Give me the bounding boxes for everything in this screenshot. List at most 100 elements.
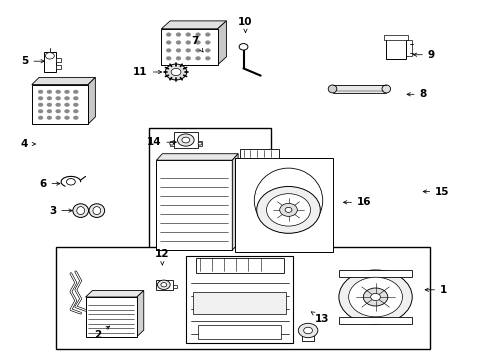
- Text: 10: 10: [238, 17, 252, 32]
- Circle shape: [256, 186, 320, 233]
- Circle shape: [176, 57, 181, 60]
- Text: 3: 3: [49, 206, 72, 216]
- Bar: [172, 285, 176, 288]
- Bar: [85, 297, 137, 337]
- Text: 8: 8: [406, 89, 426, 99]
- Circle shape: [161, 283, 166, 287]
- Bar: [155, 280, 172, 290]
- Circle shape: [195, 49, 200, 52]
- Circle shape: [370, 293, 380, 301]
- Bar: [173, 132, 198, 148]
- Circle shape: [177, 134, 194, 146]
- Circle shape: [66, 179, 75, 185]
- Circle shape: [166, 33, 171, 36]
- Bar: [302, 332, 314, 341]
- Circle shape: [205, 33, 210, 36]
- Polygon shape: [137, 291, 143, 337]
- Ellipse shape: [89, 204, 104, 217]
- Circle shape: [185, 57, 190, 60]
- Circle shape: [239, 44, 247, 50]
- Circle shape: [38, 90, 43, 94]
- Circle shape: [64, 116, 69, 120]
- Circle shape: [64, 109, 69, 113]
- Circle shape: [338, 270, 411, 324]
- Circle shape: [38, 116, 43, 120]
- Circle shape: [73, 90, 78, 94]
- Bar: [195, 258, 283, 273]
- Bar: [185, 256, 293, 343]
- Circle shape: [56, 116, 61, 120]
- Ellipse shape: [93, 207, 101, 215]
- Bar: [156, 160, 232, 250]
- Text: 6: 6: [39, 179, 60, 189]
- Bar: [198, 325, 281, 339]
- Ellipse shape: [73, 204, 88, 217]
- Circle shape: [47, 90, 52, 94]
- Bar: [32, 85, 88, 124]
- Circle shape: [363, 288, 387, 306]
- Bar: [193, 292, 285, 314]
- Circle shape: [47, 103, 52, 107]
- Circle shape: [166, 57, 171, 60]
- Circle shape: [195, 41, 200, 44]
- Text: 11: 11: [133, 67, 162, 77]
- Text: 16: 16: [343, 197, 371, 207]
- Polygon shape: [156, 154, 238, 160]
- Circle shape: [205, 41, 210, 44]
- Text: 13: 13: [310, 312, 328, 324]
- Circle shape: [166, 41, 171, 44]
- Text: 15: 15: [422, 186, 449, 197]
- Circle shape: [205, 57, 210, 60]
- Bar: [169, 141, 173, 146]
- Circle shape: [169, 142, 173, 145]
- Ellipse shape: [381, 85, 390, 93]
- Bar: [338, 270, 411, 277]
- Circle shape: [56, 90, 61, 94]
- Circle shape: [47, 109, 52, 113]
- Circle shape: [47, 116, 52, 120]
- Polygon shape: [232, 154, 238, 250]
- Circle shape: [303, 327, 312, 334]
- Circle shape: [195, 33, 200, 36]
- Circle shape: [176, 33, 181, 36]
- Bar: [56, 247, 429, 349]
- Polygon shape: [161, 21, 226, 29]
- Circle shape: [73, 109, 78, 113]
- Circle shape: [56, 96, 61, 100]
- Circle shape: [266, 194, 310, 226]
- Circle shape: [185, 41, 190, 44]
- Circle shape: [38, 96, 43, 100]
- Circle shape: [205, 49, 210, 52]
- Text: 1: 1: [424, 285, 447, 295]
- Bar: [149, 128, 271, 257]
- Circle shape: [198, 142, 202, 145]
- Circle shape: [176, 49, 181, 52]
- Circle shape: [171, 68, 181, 76]
- Bar: [332, 85, 386, 93]
- Circle shape: [73, 96, 78, 100]
- Circle shape: [64, 103, 69, 107]
- Text: 4: 4: [21, 139, 36, 149]
- Circle shape: [38, 109, 43, 113]
- Circle shape: [166, 49, 171, 52]
- Bar: [198, 141, 202, 146]
- Circle shape: [285, 207, 291, 212]
- Circle shape: [176, 41, 181, 44]
- Circle shape: [64, 96, 69, 100]
- Circle shape: [38, 103, 43, 107]
- Circle shape: [157, 280, 170, 289]
- Circle shape: [279, 203, 297, 216]
- Bar: [56, 58, 61, 62]
- Circle shape: [195, 57, 200, 60]
- Circle shape: [45, 53, 54, 59]
- Circle shape: [73, 103, 78, 107]
- Circle shape: [56, 103, 61, 107]
- Circle shape: [165, 64, 186, 80]
- Text: 7: 7: [190, 36, 203, 52]
- Text: 5: 5: [21, 56, 44, 66]
- Circle shape: [47, 96, 52, 100]
- Bar: [383, 35, 407, 40]
- Polygon shape: [32, 77, 95, 85]
- Circle shape: [182, 137, 189, 143]
- Text: 2: 2: [94, 326, 109, 340]
